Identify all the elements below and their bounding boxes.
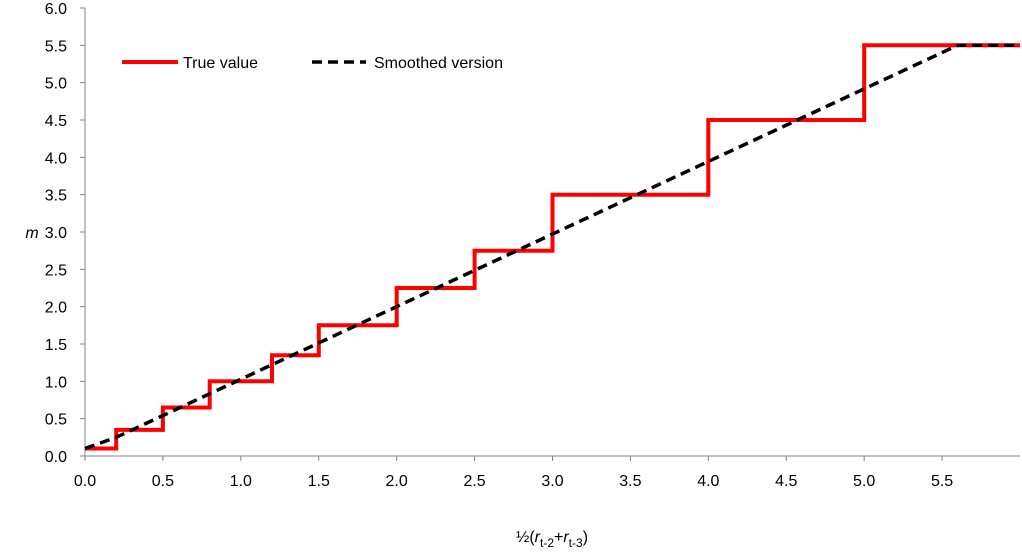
smoothed-version-line: [84, 43, 1020, 451]
x-axis-title-suffix: ): [583, 529, 588, 546]
x-tick-label: 3.5: [619, 473, 641, 490]
x-axis-title-sub2: t-3: [569, 536, 583, 549]
x-tick-label: 3.0: [541, 473, 563, 490]
x-axis-title-prefix: ½(: [516, 529, 535, 546]
x-tick-label: 1.0: [230, 473, 252, 490]
y-tick-label: 0.5: [45, 412, 67, 429]
x-axis-title-sub1: t-2: [540, 536, 554, 549]
y-tick-label: 5.0: [45, 76, 67, 93]
x-tick-label: 4.5: [775, 473, 797, 490]
y-tick-label: 5.5: [45, 38, 67, 55]
x-tick-label: 2.0: [386, 473, 408, 490]
y-axis-title: m: [25, 225, 38, 242]
y-tick-label: 2.5: [45, 262, 67, 279]
y-tick-label: 3.5: [45, 188, 67, 205]
x-axis-title-var2: r: [563, 529, 569, 546]
legend: True value Smoothed version: [122, 55, 503, 72]
axes: 0.0 0.5 1.0 1.5 2.0 2.5 3.0 3.5 4.0 4.5 5.0 5.5 6.0 0…: [45, 1, 1020, 490]
true-value-line: [85, 43, 1020, 451]
y-tick-label: 1.0: [45, 374, 67, 391]
legend-entry-smoothed-version-label: Smoothed version: [374, 55, 503, 72]
y-tick-label: 4.5: [45, 113, 67, 130]
x-axis-title-var1: r: [535, 529, 541, 546]
x-tick-label: 0.5: [152, 473, 174, 490]
x-tick-label: 5.0: [853, 473, 875, 490]
y-tick-label: 2.0: [45, 300, 67, 317]
x-axis-title: ½(rt-2+rt-3): [516, 529, 588, 549]
x-tick-label: 2.5: [463, 473, 485, 490]
y-tick-label: 1.5: [45, 337, 67, 354]
x-tick-label: 1.5: [308, 473, 330, 490]
legend-entry-true-value-label: True value: [183, 55, 258, 72]
y-tick-label: 6.0: [45, 1, 67, 18]
y-tick-label: 4.0: [45, 150, 67, 167]
y-tick-label: 0.0: [45, 449, 67, 466]
y-tick-label: 3.0: [45, 225, 67, 242]
x-axis-title-plus: +: [554, 529, 563, 546]
x-tick-label: 0.0: [74, 473, 96, 490]
x-tick-label: 5.5: [931, 473, 953, 490]
plot-series: [84, 43, 1020, 451]
x-tick-label: 4.0: [697, 473, 719, 490]
